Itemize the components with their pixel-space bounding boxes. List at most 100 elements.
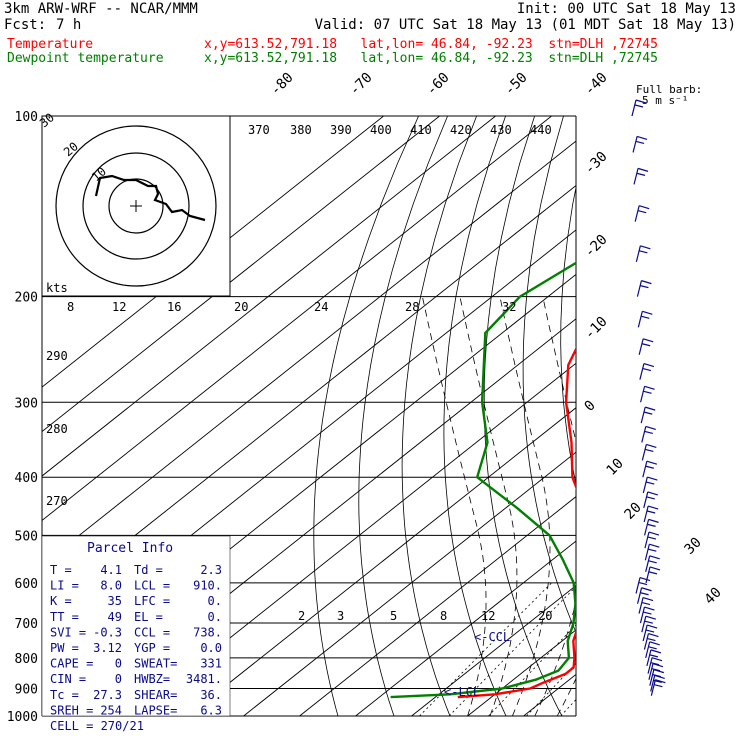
- isotherm-label: 0: [582, 398, 599, 415]
- parcel-info-panel: [41, 535, 231, 717]
- wind-barb-flag: [649, 543, 660, 548]
- wind-barb-flag: [641, 602, 651, 606]
- wind-barb-flag: [635, 140, 645, 145]
- wind-barb-flag: [638, 210, 647, 214]
- wind-barb-flag: [647, 491, 658, 496]
- wind-barb-flag: [638, 581, 648, 586]
- wind-barb-flag: [646, 624, 658, 629]
- wind-barb-flag: [644, 606, 655, 611]
- forecast-label: Fcst:: [4, 17, 47, 33]
- dry-adiabat: [483, 116, 563, 716]
- isotherm-label: -60: [424, 70, 453, 99]
- wind-barb-flag: [646, 496, 655, 500]
- wind-barb-flag: [643, 363, 655, 368]
- moist-adiabat: [580, 297, 666, 716]
- wind-barb: [638, 338, 644, 355]
- wind-barb-flag: [644, 620, 653, 624]
- theta-label: 410: [410, 123, 432, 137]
- valid-time: Valid: 07 UTC Sat 18 May 13 (01 MDT Sat …: [314, 17, 736, 33]
- hodograph-ring: [55, 125, 217, 287]
- wind-barb: [635, 245, 641, 262]
- pressure-label: 700: [15, 617, 38, 632]
- parcel-info-value: 2.3: [200, 563, 222, 577]
- dry-adiabat: [401, 116, 477, 716]
- parcel-info-title: Parcel Info: [87, 541, 173, 556]
- wind-barb: [650, 679, 656, 696]
- wind-barb: [650, 675, 656, 692]
- parcel-info-label: CAPE =: [50, 657, 93, 671]
- wind-barb-flag: [644, 385, 655, 390]
- wind-barb-flag: [644, 411, 653, 415]
- wind-barb: [636, 587, 643, 604]
- temperature-station-info: x,y=613.52,791.18 lat,lon= 46.84, -92.23…: [204, 37, 658, 52]
- parcel-info-value: 0: [115, 672, 122, 686]
- isotherm-line: [243, 451, 576, 716]
- dry-adiabat: [358, 116, 448, 716]
- pressure-label: 400: [15, 471, 38, 486]
- wind-barb-flag: [637, 167, 649, 172]
- mixing-ratio-top-label: 32: [502, 300, 516, 314]
- dewpoint-line: [390, 261, 576, 699]
- wind-barb-flag: [647, 523, 656, 527]
- isotherm-label: -20: [582, 232, 611, 261]
- wind-barb-flag: [648, 633, 659, 638]
- wind-barb-flag: [649, 654, 659, 658]
- pressure-label: 200: [15, 291, 38, 306]
- wind-barb: [639, 363, 645, 380]
- wind-barb-flag: [640, 245, 651, 250]
- mixing-ratio-label: 2: [298, 609, 305, 623]
- dry-adiabat: [597, 116, 730, 716]
- wind-barb-flag: [641, 280, 652, 285]
- isotherm-line: [692, 116, 740, 716]
- wind-barb-flag: [648, 646, 657, 650]
- wind-barb-flag: [644, 430, 653, 435]
- moist-adiabat: [534, 296, 576, 716]
- wind-barb: [634, 205, 640, 222]
- wind-barb: [643, 519, 650, 536]
- wind-barb: [646, 649, 652, 667]
- parcel-info-value: 6.3: [200, 703, 222, 717]
- parcel-info-label: K =: [50, 594, 72, 608]
- wind-barb: [645, 641, 651, 658]
- wind-barb-flag: [649, 641, 660, 646]
- theta-label: 380: [290, 123, 312, 137]
- wind-barb: [640, 386, 646, 403]
- parcel-info-label: LFC =: [134, 594, 170, 608]
- wind-barb-flag: [646, 460, 658, 465]
- wind-barb-flag: [648, 571, 658, 575]
- theta-e-label: 280: [46, 422, 68, 436]
- wind-barb: [639, 606, 646, 624]
- wind-barb-flag: [652, 663, 664, 668]
- lcl-marker: <-LCL: [444, 685, 480, 699]
- isotherm-line: [187, 407, 576, 716]
- dry-adiabat: [313, 116, 419, 716]
- parcel-info-cell: CELL = 270/21: [50, 719, 144, 733]
- parcel-info-value: 36.: [200, 688, 222, 702]
- wind-barb-flag: [642, 343, 651, 347]
- pressure-label: 100: [15, 110, 38, 125]
- wind-barb-flag: [643, 611, 652, 615]
- mixing-ratio-top-label: 16: [167, 300, 181, 314]
- theta-label: 420: [450, 123, 472, 137]
- parcel-info-value: 4.1: [100, 563, 122, 577]
- wind-barb-flag: [647, 637, 656, 642]
- wind-barb-flag: [639, 576, 651, 582]
- theta-label: 440: [530, 123, 552, 137]
- parcel-info-label: LCL =: [134, 579, 170, 593]
- wind-barb-flag: [649, 555, 660, 560]
- mixing-ratio-label: 3: [337, 609, 344, 623]
- wind-barb: [645, 566, 651, 584]
- wind-legend-line2: 5 m s⁻¹: [642, 94, 688, 107]
- wind-barb: [642, 461, 648, 478]
- wind-barb-flag: [645, 448, 654, 453]
- wind-barb-flag: [647, 510, 656, 514]
- pressure-label: 600: [15, 577, 38, 592]
- isotherm-line: [42, 116, 440, 433]
- isotherm-label: 30: [682, 535, 705, 558]
- temperature-legend: Temperature: [7, 37, 94, 52]
- isotherm-label: 10: [604, 456, 627, 479]
- parcel-info-value: 910.: [193, 579, 222, 593]
- forecast-value: 7 h: [56, 17, 82, 33]
- wind-barb-flag: [648, 548, 657, 552]
